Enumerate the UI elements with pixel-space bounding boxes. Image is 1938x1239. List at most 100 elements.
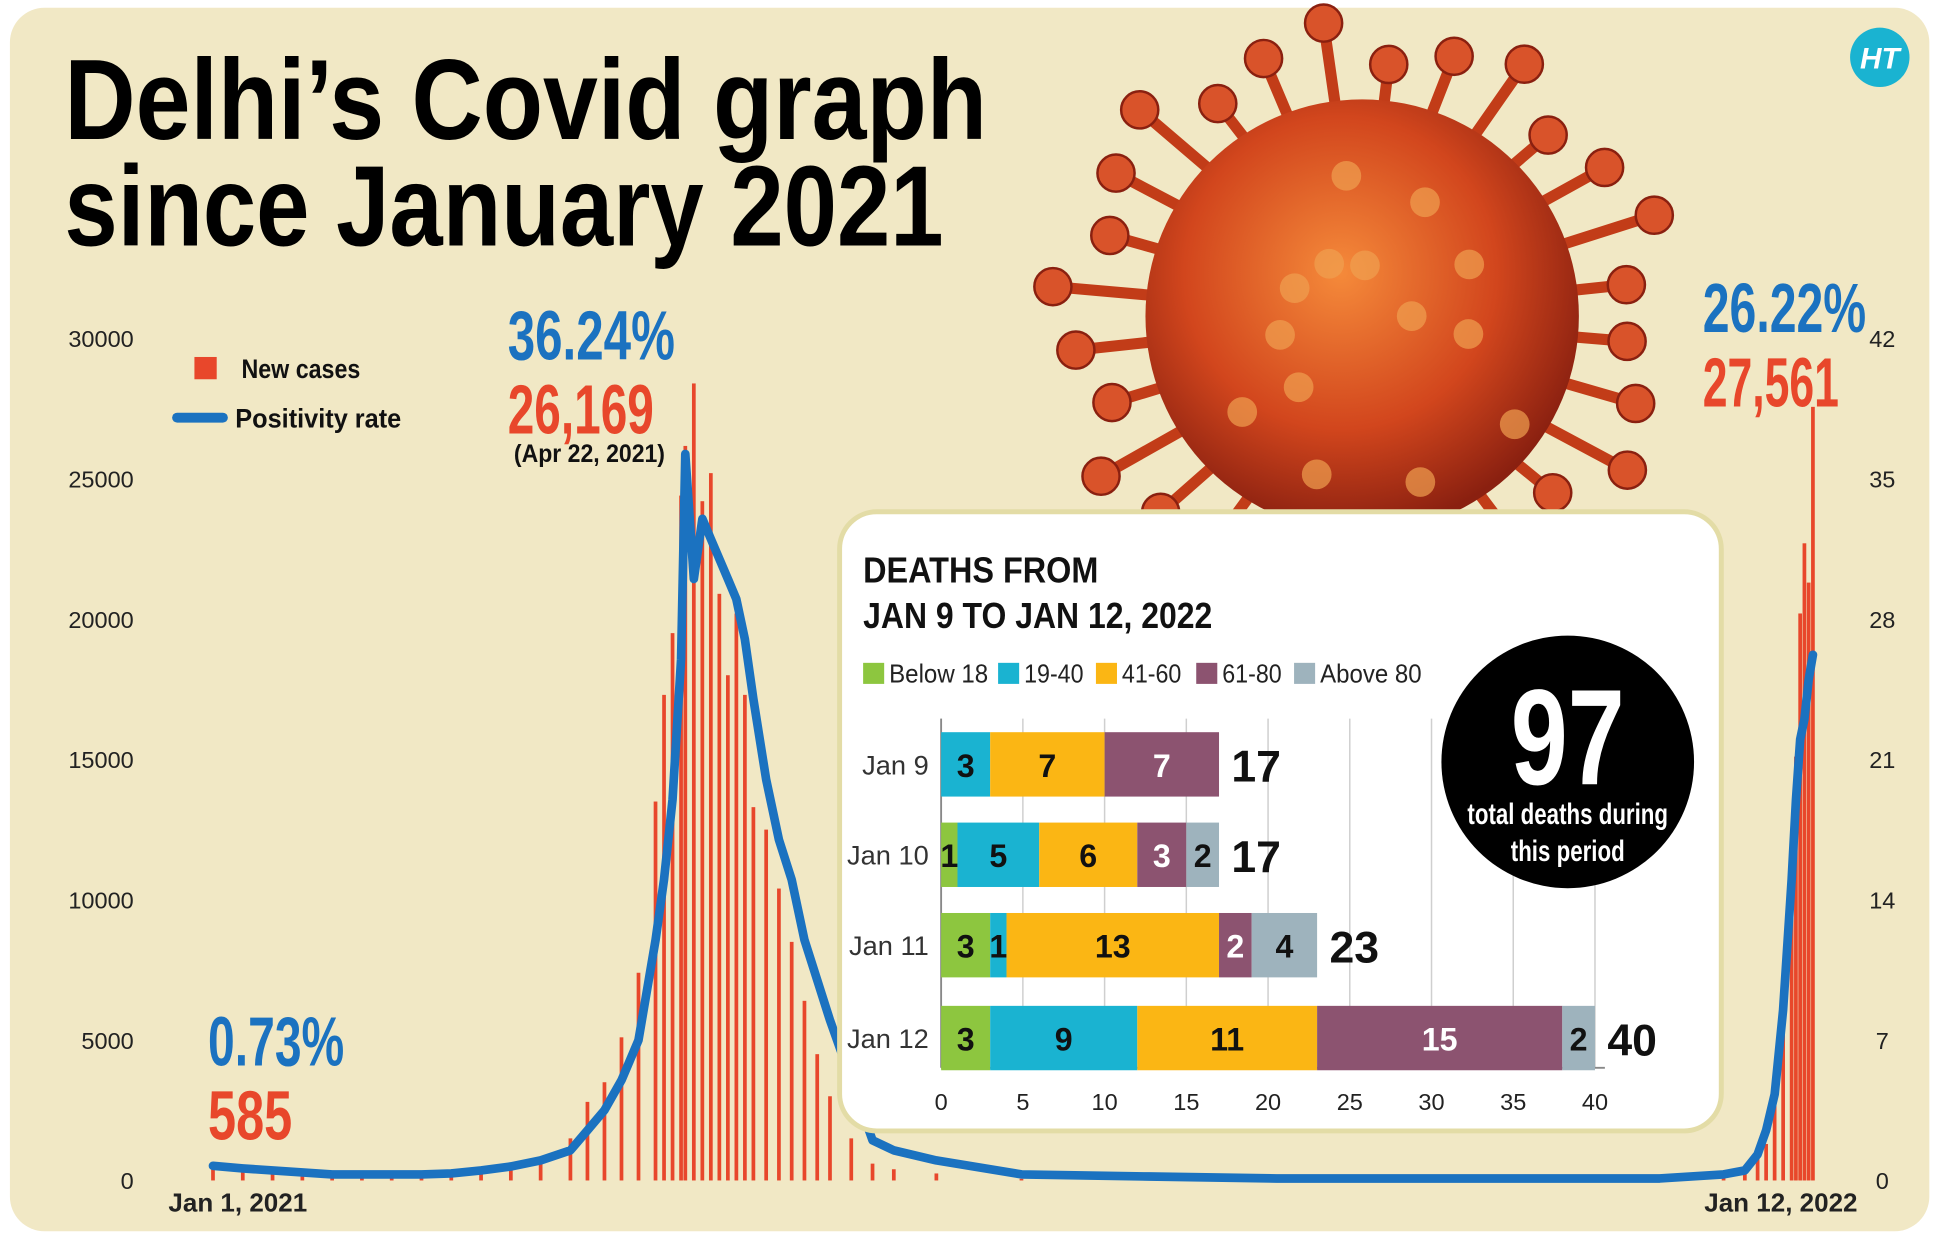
y-tick-label: 0: [121, 1168, 134, 1194]
callout-text: this period: [1511, 835, 1625, 868]
virus-spike-head: [1606, 264, 1647, 305]
callout-circle: [1441, 635, 1695, 889]
case-bar: [734, 613, 739, 1181]
x-tick-label: 0: [935, 1089, 948, 1115]
death-segment: [1219, 912, 1252, 978]
case-bar: [636, 972, 641, 1181]
case-bar: [300, 1174, 305, 1181]
case-bar: [270, 1172, 275, 1181]
segment-label: 3: [957, 748, 975, 784]
virus-spike-head: [1033, 266, 1073, 307]
virus-spike-head: [1607, 450, 1648, 490]
x-tick-label: 10: [1092, 1089, 1118, 1115]
virus-bump: [1350, 250, 1380, 281]
segment-label: 3: [1153, 838, 1171, 874]
logo-badge: [1850, 27, 1910, 88]
case-bar: [240, 1169, 245, 1181]
x-tick-label: Jan 1, 2021: [168, 1187, 307, 1217]
logo: HT: [1860, 42, 1902, 75]
death-segment: [957, 822, 1040, 887]
virus-bump: [1499, 409, 1530, 440]
virus-spike-head: [1096, 153, 1136, 193]
case-bar: [708, 473, 713, 1181]
case-bar: [538, 1158, 543, 1181]
segment-label: 1: [940, 838, 958, 874]
case-bar: [1772, 1104, 1777, 1181]
annotation: 26.22%: [1703, 269, 1866, 347]
x-tick-label: 35: [1500, 1089, 1526, 1115]
y-tick-label: 30000: [68, 326, 133, 352]
virus-spike-head: [1197, 83, 1238, 124]
case-bar: [479, 1172, 483, 1181]
death-segment: [1006, 912, 1220, 978]
segment-label: 9: [1055, 1021, 1073, 1057]
virus-bump: [1314, 248, 1345, 279]
virus-spike-head: [1119, 90, 1160, 130]
virus-bump: [1454, 249, 1485, 280]
y-tick-label: Jan 12: [847, 1023, 929, 1054]
case-bar: [1789, 882, 1794, 1181]
chart-title: Delhi’s Covid graph: [64, 37, 987, 164]
virus-body: [1145, 99, 1579, 533]
virus-spike-head: [1243, 38, 1284, 79]
case-bar: [849, 1138, 854, 1181]
segment-label: 7: [1153, 748, 1171, 784]
annotation: (Apr 22, 2021): [514, 441, 665, 468]
case-bar: [743, 694, 747, 1181]
x-tick-label: 40: [1582, 1089, 1608, 1115]
total-label: 17: [1231, 833, 1281, 882]
virus-bump: [1279, 273, 1310, 304]
x-tick-label: 30: [1418, 1089, 1444, 1115]
annotation: 26,169: [508, 371, 654, 449]
case-bar: [1794, 756, 1798, 1181]
virus-bump: [1453, 319, 1484, 349]
virus-bump: [1283, 372, 1314, 403]
case-bar: [934, 1173, 939, 1181]
case-bar: [679, 495, 683, 1181]
death-segment: [1186, 822, 1220, 887]
case-bar: [653, 801, 658, 1181]
case-bar: [662, 694, 666, 1181]
legend-label: 19-40: [1024, 659, 1083, 689]
segment-label: 1: [989, 929, 1007, 965]
segment-label: 7: [1038, 748, 1056, 784]
total-label: 17: [1231, 743, 1281, 792]
annotation: 585: [208, 1077, 292, 1155]
segment-label: 11: [1210, 1021, 1244, 1057]
y2-tick-label: 28: [1869, 607, 1895, 633]
legend-swatch: [863, 662, 885, 684]
case-bar: [1755, 1155, 1760, 1181]
segment-label: 6: [1079, 838, 1097, 874]
case-bar: [1806, 582, 1811, 1181]
y-tick-label: 10000: [68, 887, 133, 913]
callout-text: total deaths during: [1467, 798, 1668, 831]
virus-bump: [1396, 301, 1427, 331]
case-bar: [691, 383, 696, 1181]
virus-spike-head: [1607, 321, 1647, 362]
x-tick-label: 25: [1337, 1089, 1363, 1115]
death-segment: [1562, 1005, 1595, 1071]
death-segment: [941, 822, 958, 887]
virus-spike-head: [1615, 383, 1656, 424]
case-bar: [508, 1169, 513, 1181]
death-segment: [941, 1005, 991, 1071]
legend-swatch: [998, 662, 1020, 684]
case-bar: [602, 1082, 607, 1181]
virus-spike-head: [1434, 36, 1474, 77]
y2-tick-label: 14: [1869, 887, 1895, 913]
legend-label: 41-60: [1122, 659, 1181, 689]
case-bar: [891, 1169, 896, 1181]
total-label: 40: [1607, 1016, 1657, 1065]
segment-label: 2: [1570, 1021, 1588, 1057]
virus-spike-head: [1634, 195, 1675, 236]
callout-value: 97: [1511, 661, 1625, 813]
segment-label: 13: [1095, 929, 1131, 965]
case-bar: [1764, 1143, 1768, 1181]
segment-label: 15: [1422, 1021, 1458, 1057]
case-bar: [1811, 406, 1815, 1181]
case-bar: [870, 1163, 875, 1181]
case-bar: [726, 675, 730, 1181]
legend-label: Positivity rate: [235, 403, 401, 434]
case-bar: [211, 1164, 215, 1181]
